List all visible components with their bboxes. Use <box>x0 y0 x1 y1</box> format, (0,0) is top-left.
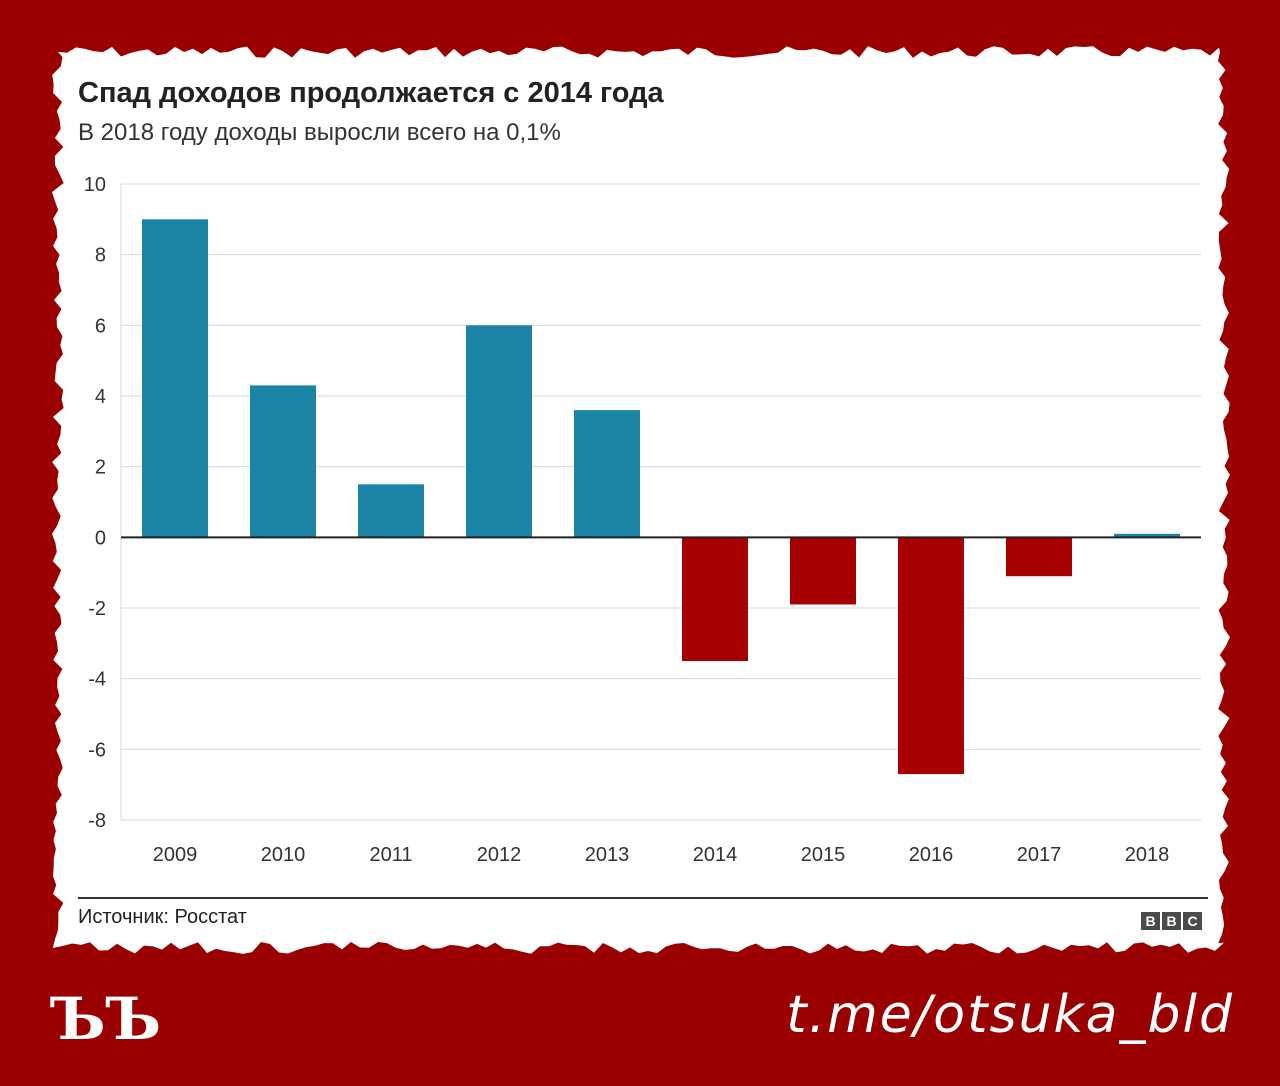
x-tick-label: 2016 <box>909 844 954 866</box>
chart-card: Спад доходов продолжается с 2014 года В … <box>58 52 1224 948</box>
y-tick-label: 4 <box>95 386 106 408</box>
bar-2009 <box>142 219 208 538</box>
source-divider <box>78 897 1208 899</box>
bbc-letter: C <box>1183 912 1202 930</box>
bbc-logo: B B C <box>1141 912 1202 930</box>
y-tick-label: 10 <box>84 174 106 196</box>
chart-title: Спад доходов продолжается с 2014 года <box>78 77 664 109</box>
x-tick-label: 2009 <box>153 844 198 866</box>
bbc-letter: B <box>1141 912 1160 930</box>
bbc-letter: B <box>1162 912 1181 930</box>
y-tick-label: -2 <box>88 598 106 620</box>
y-tick-label: -4 <box>88 669 106 691</box>
y-tick-label: -6 <box>88 739 106 761</box>
y-tick-label: 8 <box>95 245 106 267</box>
chart-subtitle: В 2018 году доходы выросли всего на 0,1% <box>78 119 561 146</box>
x-tick-label: 2018 <box>1125 844 1170 866</box>
bar-2013 <box>574 410 640 538</box>
x-tick-label: 2015 <box>801 844 846 866</box>
telegram-link[interactable]: t.me/otsuka_bld <box>786 985 1234 1045</box>
y-tick-label: -8 <box>88 810 106 832</box>
x-tick-label: 2010 <box>261 844 306 866</box>
y-tick-label: 2 <box>95 457 106 479</box>
y-tick-label: 0 <box>95 527 106 549</box>
y-tick-label: 6 <box>95 315 106 337</box>
bar-chart: 10 8 6 4 2 0 -2 -4 -6 -8 2009 2010 2011 2012 2013 2014 2… <box>84 174 1201 866</box>
x-tick-label: 2012 <box>477 844 522 866</box>
bar-2017 <box>1006 537 1072 577</box>
x-tick-label: 2011 <box>369 844 412 866</box>
bar-2011 <box>358 484 424 538</box>
bar-2015 <box>790 537 856 605</box>
x-tick-label: 2017 <box>1017 844 1062 866</box>
brand-logo: ЪЪ <box>50 985 161 1053</box>
bar-2014 <box>682 537 748 661</box>
bar-2010 <box>250 385 316 538</box>
bar-2016 <box>898 537 964 775</box>
bar-2018 <box>1114 533 1180 538</box>
x-tick-label: 2013 <box>585 844 630 866</box>
source-label: Источник: Росстат <box>78 906 247 928</box>
x-tick-label: 2014 <box>693 844 738 866</box>
bar-2012 <box>466 325 532 538</box>
